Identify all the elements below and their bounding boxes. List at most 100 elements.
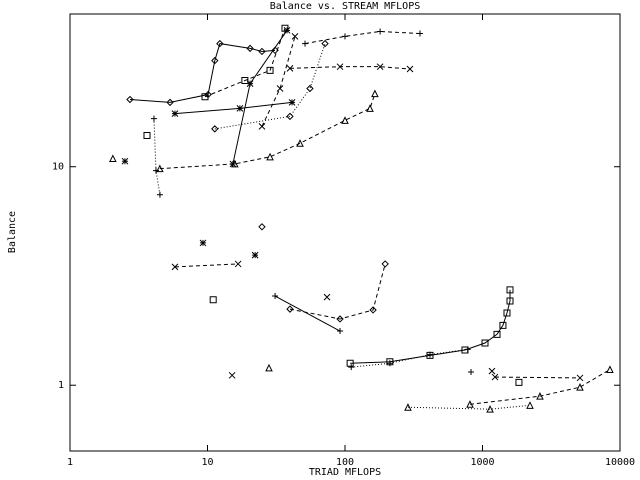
point-marker [488, 367, 496, 375]
series-line [174, 101, 293, 115]
point-marker [121, 157, 129, 165]
point-marker [296, 139, 304, 147]
point-marker [371, 89, 379, 98]
x-axis-label: TRIAD MFLOPS [309, 467, 381, 478]
point-marker [461, 346, 469, 354]
point-marker [265, 363, 273, 372]
series-line [289, 66, 411, 70]
series-line [261, 36, 296, 127]
point-marker [336, 63, 344, 71]
point-marker [291, 33, 299, 40]
point-marker [323, 293, 331, 301]
series-line [495, 376, 580, 379]
point-marker [229, 160, 237, 168]
point-marker [246, 80, 254, 88]
point-marker [406, 65, 414, 73]
point-marker [276, 85, 284, 92]
series-line [159, 93, 376, 170]
point-marker [341, 116, 349, 124]
point-marker [386, 358, 394, 366]
point-marker [503, 309, 511, 317]
point-marker [236, 104, 244, 112]
point-marker [366, 104, 374, 112]
point-marker [258, 47, 266, 56]
point-marker [416, 30, 423, 37]
x-tick-label: 1 [67, 457, 73, 468]
point-marker [468, 368, 475, 375]
point-marker [381, 260, 389, 268]
point-marker [251, 251, 259, 259]
x-tick-label: 1000 [470, 457, 494, 468]
point-marker [466, 400, 474, 408]
point-marker [201, 93, 209, 101]
point-marker [246, 44, 254, 53]
series-line [204, 28, 286, 98]
point-marker [515, 378, 523, 386]
series-line [153, 118, 161, 195]
point-marker [302, 40, 309, 47]
series-line [174, 263, 239, 268]
series-line [350, 289, 511, 364]
point-marker [211, 125, 219, 133]
point-marker [109, 154, 117, 163]
point-marker [499, 321, 507, 329]
point-marker [426, 351, 433, 358]
point-marker [491, 373, 499, 381]
point-marker [337, 328, 344, 335]
point-marker [156, 191, 163, 198]
point-marker [342, 33, 348, 40]
point-marker [404, 403, 412, 411]
point-marker [426, 351, 434, 359]
point-marker [464, 346, 471, 353]
point-marker [266, 152, 274, 161]
point-marker [150, 115, 157, 122]
point-marker [211, 56, 219, 65]
point-marker [526, 401, 534, 409]
point-marker [576, 383, 584, 391]
point-marker [156, 164, 164, 173]
point-marker [506, 286, 514, 294]
point-marker [288, 99, 296, 106]
chart-title: Balance vs. STREAM MFLOPS [270, 1, 421, 12]
series-line [407, 404, 531, 410]
point-marker [266, 66, 274, 74]
point-marker [216, 39, 224, 48]
series-line [304, 30, 421, 45]
point-marker [386, 360, 393, 367]
x-tick-label: 10 [201, 457, 213, 468]
point-marker [272, 293, 279, 300]
x-tick-label: 100 [336, 457, 354, 468]
point-marker [506, 297, 514, 305]
series-line [469, 369, 611, 405]
point-marker [152, 167, 159, 174]
point-marker [241, 77, 249, 85]
point-marker [576, 374, 584, 382]
y-tick-label: 10 [52, 162, 64, 173]
x-tick-label: 10000 [605, 457, 635, 468]
point-marker [306, 84, 314, 93]
point-marker [283, 26, 291, 34]
point-marker [286, 112, 294, 121]
point-marker [348, 364, 355, 371]
point-marker [377, 28, 384, 35]
y-tick-label: 1 [58, 380, 64, 391]
point-marker [286, 64, 294, 72]
point-marker [286, 305, 294, 313]
point-marker [281, 24, 289, 32]
plot-frame [69, 13, 621, 452]
point-marker [258, 123, 266, 130]
point-marker [199, 239, 207, 247]
series-line [214, 43, 326, 130]
series-line [274, 295, 341, 332]
point-marker [369, 306, 377, 314]
point-marker [126, 95, 134, 104]
point-marker [143, 131, 151, 139]
point-marker [606, 365, 614, 374]
point-marker [536, 392, 544, 400]
point-marker [336, 315, 344, 323]
point-marker [258, 223, 266, 231]
point-marker [209, 296, 217, 304]
point-marker [346, 359, 354, 367]
y-axis-label: Balance [7, 211, 18, 253]
